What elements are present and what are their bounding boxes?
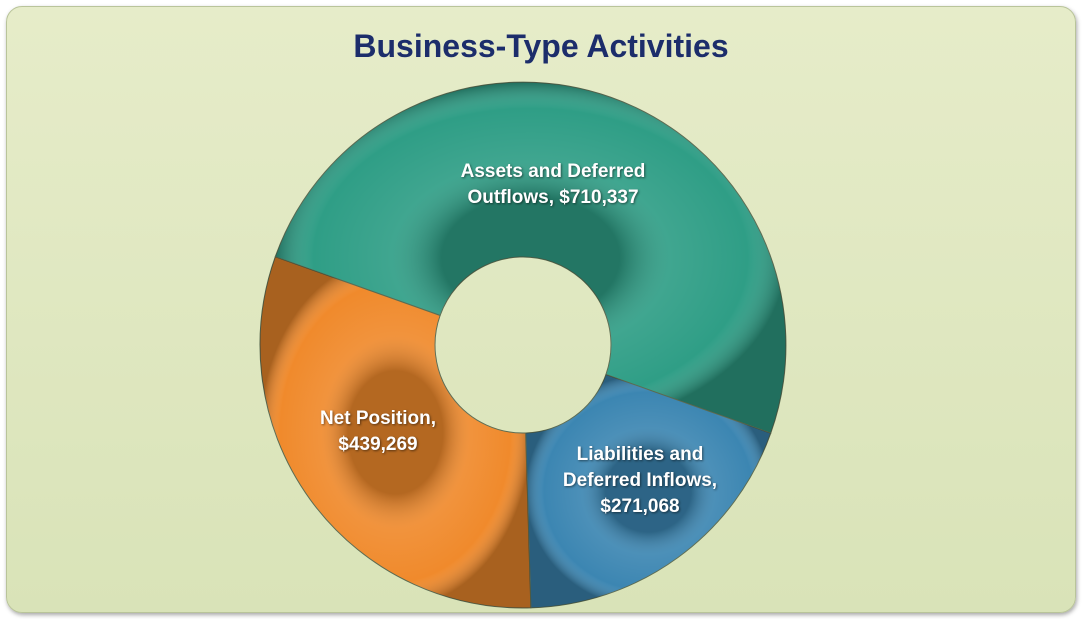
category-label: Net Position, bbox=[319, 408, 437, 429]
value-label: $439,269 bbox=[338, 434, 418, 455]
data-label: Assets and Deferred Outflows, $710,337 bbox=[423, 159, 683, 211]
value-label: $271,068 bbox=[600, 496, 680, 517]
data-label: Net Position, $439,269 bbox=[278, 406, 478, 458]
value-label: $710,337 bbox=[559, 187, 639, 208]
data-label: Liabilities and Deferred Inflows, $271,0… bbox=[540, 442, 740, 520]
category-label: Assets and Deferred Outflows, bbox=[460, 161, 646, 208]
chart-title: Business-Type Activities bbox=[353, 28, 729, 64]
category-label: Liabilities and Deferred Inflows, bbox=[562, 444, 718, 491]
